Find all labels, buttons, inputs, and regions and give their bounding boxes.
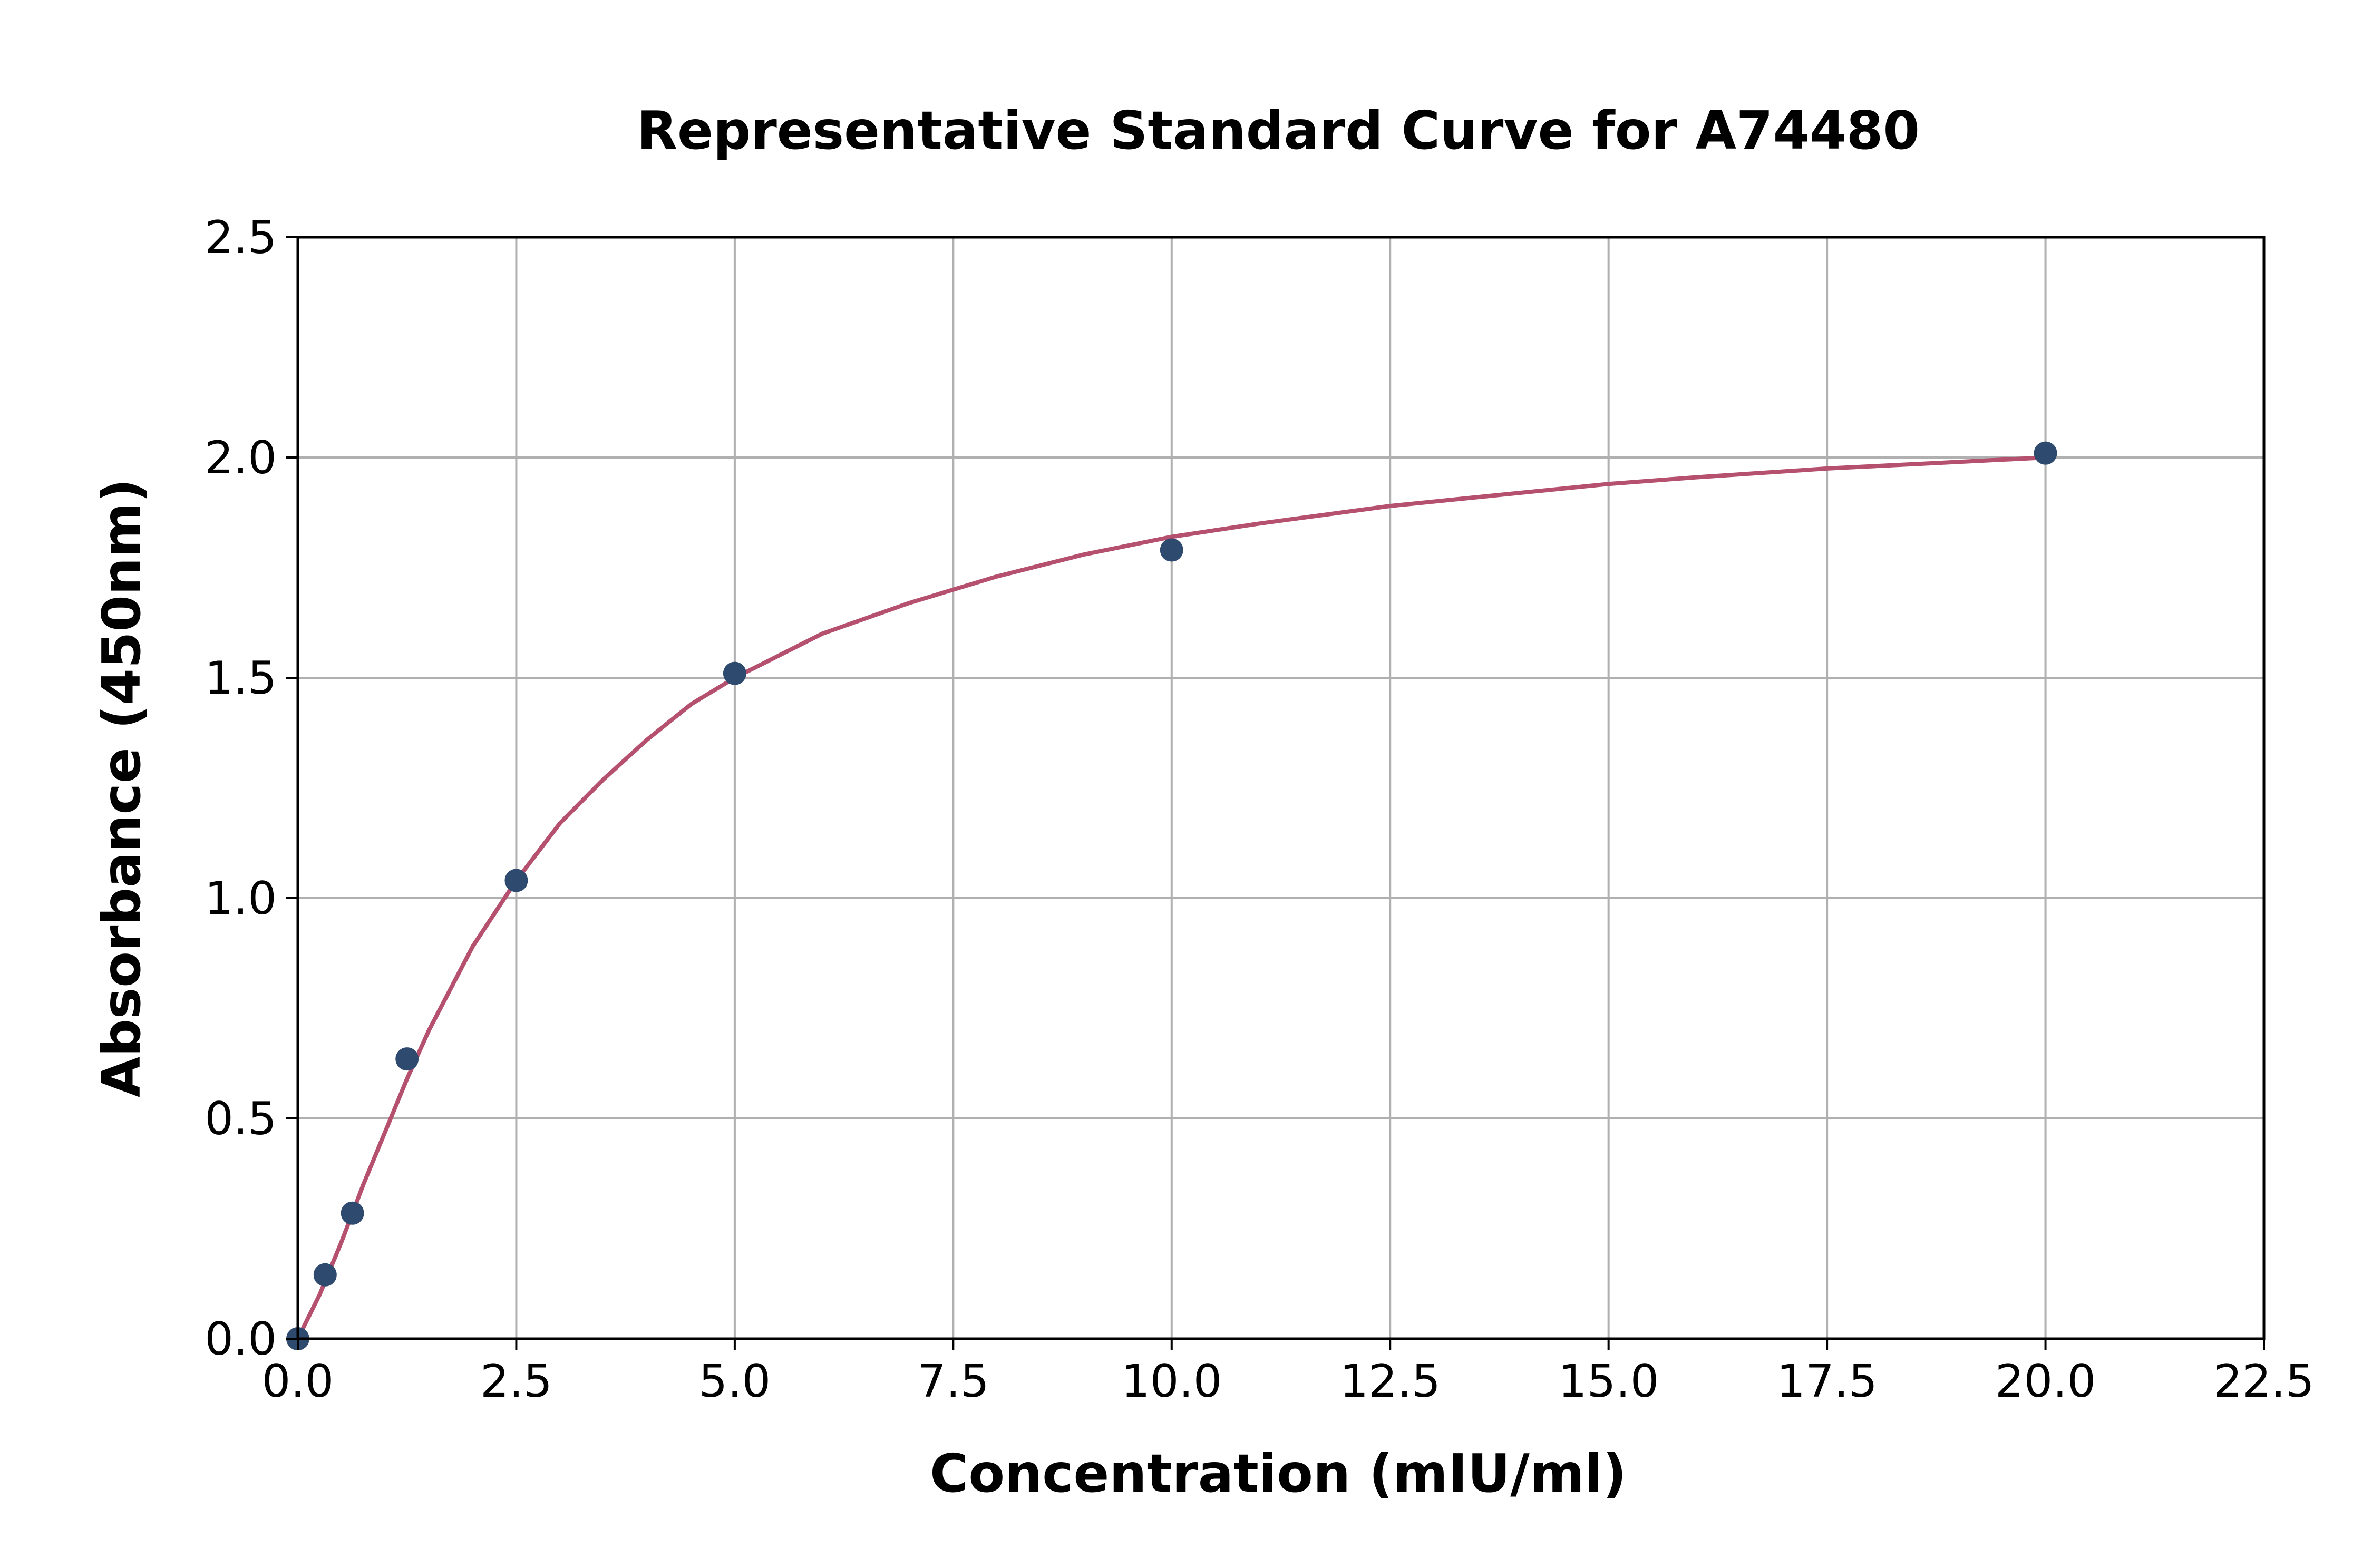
x-axis-label: Concentration (mIU/ml) (930, 1443, 1627, 1504)
data-point (1160, 538, 1183, 562)
data-point (341, 1201, 364, 1225)
x-tick-label: 22.5 (2213, 1355, 2314, 1408)
x-tick-label: 17.5 (1776, 1355, 1877, 1408)
data-point (313, 1263, 337, 1287)
x-tick-label: 20.0 (1995, 1355, 2096, 1408)
x-tick-label: 5.0 (698, 1355, 771, 1408)
data-point (395, 1047, 419, 1071)
x-tick-label: 0.0 (262, 1355, 334, 1408)
x-tick-label: 7.5 (917, 1355, 989, 1408)
data-points-layer (286, 441, 2057, 1350)
y-tick-label: 2.5 (205, 211, 277, 264)
y-axis-ticks: 0.0 0.5 1.0 1.5 2.0 2.5 (205, 211, 298, 1366)
plot-area-frame (296, 236, 2266, 1340)
y-tick-label: 1.0 (205, 872, 277, 925)
y-tick-label: 2.0 (205, 432, 277, 484)
x-tick-label: 10.0 (1121, 1355, 1222, 1408)
x-tick-label: 12.5 (1339, 1355, 1440, 1408)
x-tick-label: 2.5 (480, 1355, 552, 1408)
chart-title: Representative Standard Curve for A74480 (637, 100, 1920, 161)
y-tick-label: 0.0 (205, 1313, 277, 1366)
y-axis-label: Absorbance (450nm) (91, 479, 152, 1097)
data-point (504, 869, 528, 892)
data-point (2034, 441, 2057, 465)
y-tick-label: 0.5 (205, 1093, 277, 1145)
x-axis-ticks: 0.0 2.5 5.0 7.5 10.0 12.5 15.0 17.5 20.0 22.5 (262, 1339, 2315, 1408)
y-tick-label: 1.5 (205, 652, 277, 705)
x-tick-label: 15.0 (1558, 1355, 1659, 1408)
data-point (723, 661, 746, 685)
